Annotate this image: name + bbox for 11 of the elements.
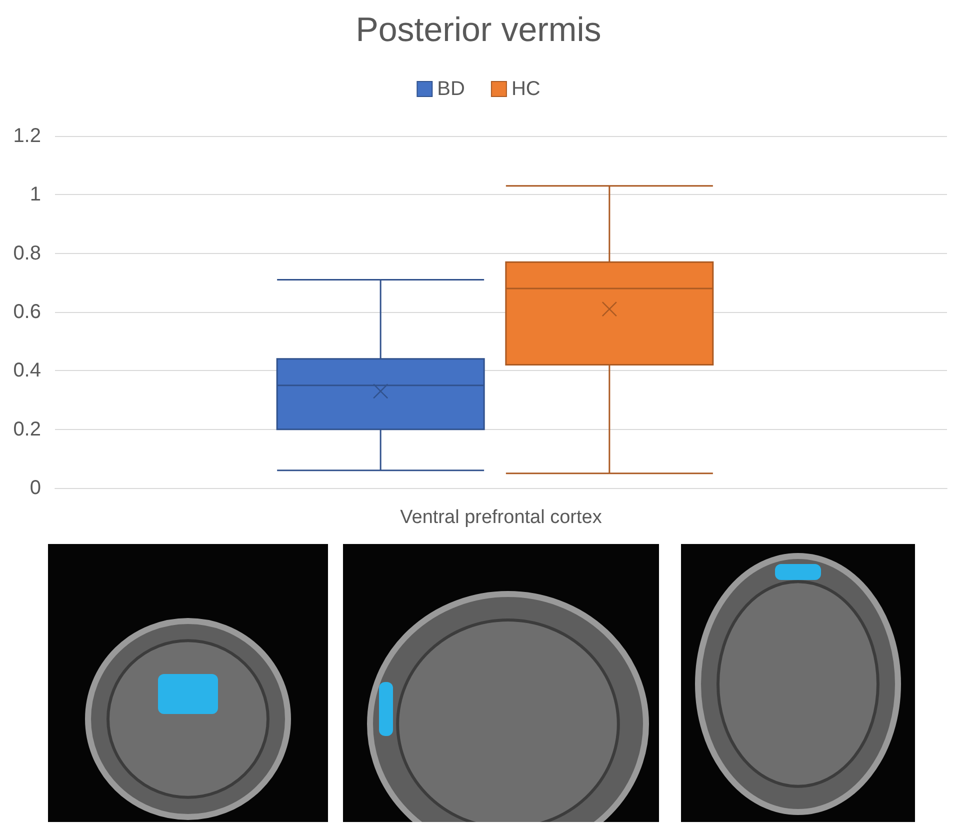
y-tick-label: 0.6: [13, 301, 41, 323]
y-tick-label: 1: [30, 184, 41, 206]
legend-label: HC: [511, 78, 540, 100]
y-tick-label: 0.4: [13, 360, 41, 382]
y-tick-label: 0.2: [13, 418, 41, 440]
chart-title: Posterior vermis: [356, 11, 602, 49]
legend-label: BD: [437, 78, 465, 100]
x-tick-label: Ventral prefrontal cortex: [400, 507, 602, 528]
y-tick-label: 0: [30, 477, 41, 499]
y-tick-label: 0.8: [13, 242, 41, 264]
y-tick-label: 1.2: [13, 125, 41, 147]
